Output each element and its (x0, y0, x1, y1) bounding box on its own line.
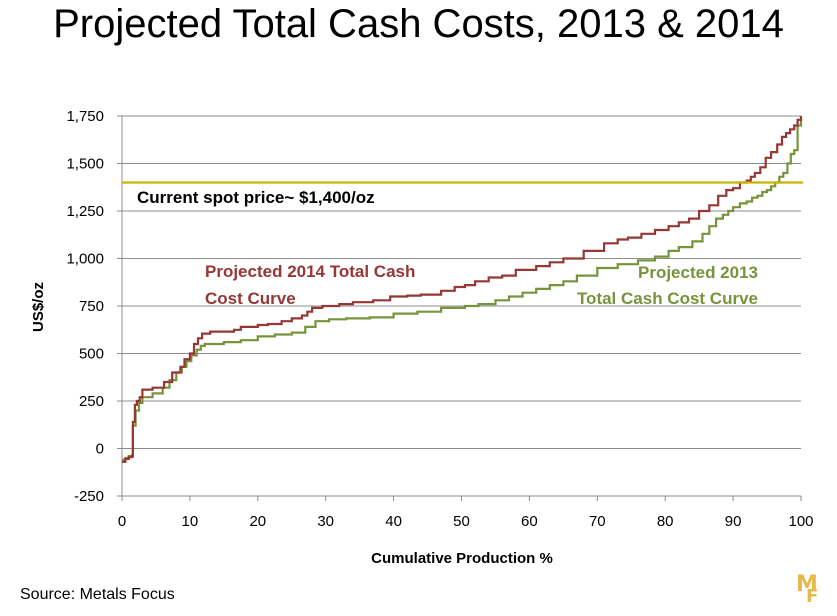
y-tick-label: 1,000 (66, 251, 104, 268)
spot-price-label: Current spot price~ $1,400/oz (137, 188, 375, 207)
series-2013-label-line1: Projected 2013 (638, 263, 758, 282)
y-tick-label: 1,500 (66, 156, 104, 173)
series-2014-label-line1: Projected 2014 Total Cash (205, 262, 415, 281)
x-tick-label: 50 (453, 513, 470, 530)
x-tick-label: 60 (521, 513, 538, 530)
series-2014-line (122, 116, 803, 463)
y-tick-label: 0 (96, 441, 104, 458)
y-tick-label: 750 (79, 298, 104, 315)
x-tick-label: 90 (725, 513, 742, 530)
series-2013-label-line2: Total Cash Cost Curve (577, 289, 758, 308)
y-axis-title: US$/oz (30, 282, 47, 332)
x-tick-label: 40 (385, 513, 402, 530)
x-tick-label: 0 (118, 513, 126, 530)
x-tick-label: 70 (589, 513, 606, 530)
x-tick-label: 20 (249, 513, 266, 530)
x-tick-label: 80 (657, 513, 674, 530)
page-title: Projected Total Cash Costs, 2013 & 2014 (53, 2, 784, 46)
y-tick-label: -250 (74, 488, 104, 505)
series-lines (122, 116, 803, 463)
y-tick-labels: -250 0 250 500 750 1,000 1,250 1,500 1,750 (66, 108, 104, 505)
x-tick-label: 30 (317, 513, 334, 530)
y-tick-label: 1,750 (66, 108, 104, 125)
metals-focus-logo: M (796, 572, 818, 597)
axes (117, 115, 802, 501)
source-note: Source: Metals Focus (20, 586, 175, 603)
y-tick-label: 250 (79, 393, 104, 410)
x-tick-labels: 0 10 20 30 40 50 60 70 80 90 100 (118, 513, 814, 530)
x-tick-label: 100 (788, 513, 813, 530)
x-axis-title: Cumulative Production % (371, 550, 553, 567)
y-tick-label: 500 (79, 346, 104, 363)
y-tick-label: 1,250 (66, 203, 104, 220)
metals-focus-logo-f: F (806, 586, 819, 607)
x-tick-label: 10 (182, 513, 199, 530)
series-2014-label-line2: Cost Curve (205, 289, 296, 308)
